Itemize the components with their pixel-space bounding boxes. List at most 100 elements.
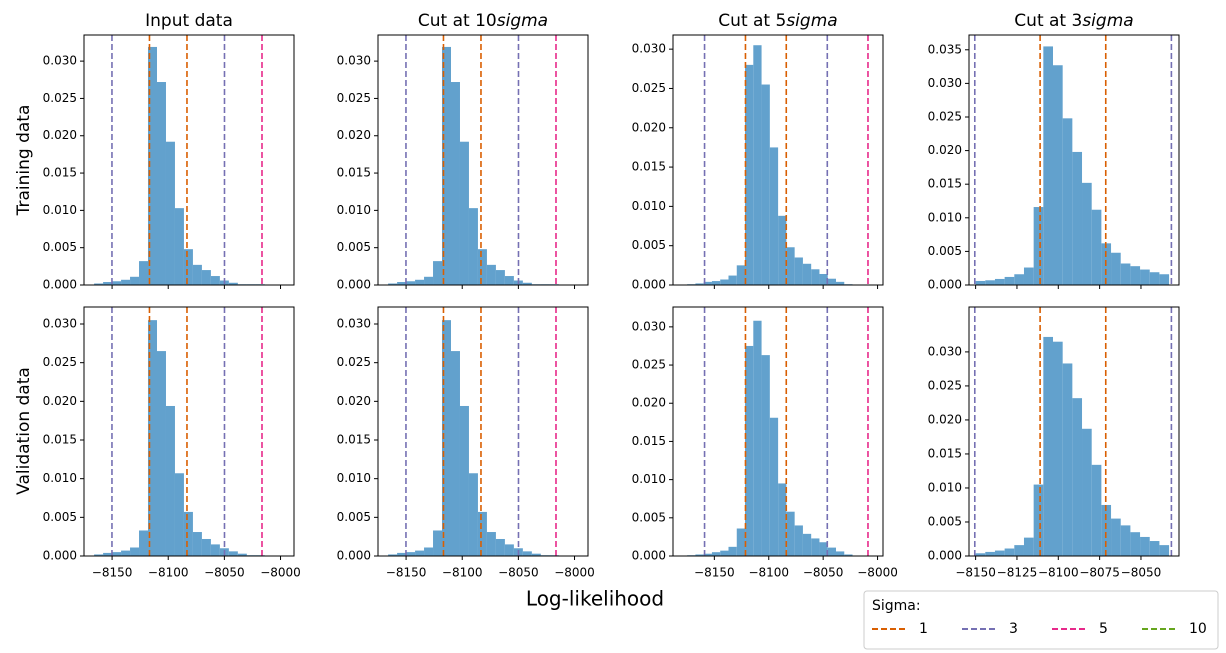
histogram-bar bbox=[835, 281, 845, 285]
x-tick-label: −8100 bbox=[1038, 566, 1079, 580]
histogram-bar bbox=[827, 278, 836, 285]
histogram-bar bbox=[121, 550, 131, 556]
histogram-bar bbox=[174, 208, 184, 285]
y-tick-label: 0.025 bbox=[43, 91, 77, 105]
histogram-bar bbox=[827, 547, 836, 556]
y-tick-label: 0.005 bbox=[632, 238, 666, 252]
y-tick-label: 0.025 bbox=[43, 355, 77, 369]
x-tick-label: −8100 bbox=[442, 566, 483, 580]
title-math: sigma bbox=[497, 11, 548, 31]
histogram-bar bbox=[1159, 274, 1170, 285]
histogram-bar bbox=[112, 552, 122, 556]
histogram-bar bbox=[745, 345, 754, 556]
histogram-bar bbox=[1149, 272, 1160, 285]
axes-frame bbox=[672, 306, 884, 557]
title-math: sigma bbox=[1082, 11, 1133, 31]
histogram-bar bbox=[406, 281, 416, 285]
panel-title: Cut at 5sigma bbox=[718, 11, 837, 31]
y-tick-label: 0.025 bbox=[337, 91, 371, 105]
title-text: Input data bbox=[145, 11, 233, 31]
histogram-bar bbox=[148, 320, 157, 556]
histogram-bar bbox=[769, 147, 779, 285]
histogram-bar bbox=[761, 84, 770, 285]
histogram-bar bbox=[468, 473, 478, 556]
x-tick-label: −8000 bbox=[857, 566, 898, 580]
histogram-bar bbox=[1159, 545, 1170, 556]
panel-title: Cut at 3sigma bbox=[1014, 11, 1133, 31]
histogram-bar bbox=[994, 278, 1005, 285]
x-tick-label: −8050 bbox=[204, 566, 245, 580]
y-tick-label: 0.000 bbox=[928, 549, 962, 563]
histogram-bar bbox=[1062, 363, 1073, 556]
histogram-bar bbox=[1101, 504, 1112, 556]
y-tick-label: 0.030 bbox=[632, 319, 666, 333]
histogram-bar bbox=[459, 141, 469, 285]
panel-title: Input data bbox=[145, 11, 233, 31]
histogram-bar bbox=[720, 550, 729, 556]
y-tick-label: 0.015 bbox=[928, 177, 962, 191]
histogram-bar bbox=[397, 552, 407, 556]
histogram-bar bbox=[1130, 532, 1141, 556]
histogram-bar bbox=[504, 276, 514, 285]
histogram-bar bbox=[94, 554, 104, 556]
histogram-bar bbox=[975, 553, 986, 556]
histogram-bar bbox=[975, 280, 986, 285]
histogram-bar bbox=[720, 279, 729, 285]
y-tick-label: 0.015 bbox=[43, 433, 77, 447]
histogram-bar bbox=[1082, 428, 1092, 556]
histogram-bar bbox=[522, 551, 532, 556]
histogram-bar bbox=[486, 264, 496, 285]
y-tick-label: 0.015 bbox=[632, 160, 666, 174]
histogram-bar bbox=[985, 280, 995, 285]
histogram-bar bbox=[1072, 151, 1083, 285]
histogram-bar bbox=[210, 276, 220, 285]
y-tick-label: 0.020 bbox=[928, 412, 962, 426]
histogram-bar bbox=[183, 511, 193, 556]
x-tick-label: −8050 bbox=[498, 566, 539, 580]
y-tick-label: 0.020 bbox=[43, 394, 77, 408]
y-tick-label: 0.010 bbox=[928, 480, 962, 494]
y-tick-label: 0.025 bbox=[928, 109, 962, 123]
y-tick-label: 0.000 bbox=[928, 278, 962, 292]
histogram-bar bbox=[388, 554, 398, 556]
histogram-bar bbox=[844, 554, 853, 556]
x-tick-label: −8100 bbox=[748, 566, 789, 580]
histogram-bar bbox=[1062, 118, 1073, 285]
histogram-bar bbox=[156, 82, 166, 285]
histogram-bar bbox=[130, 276, 140, 285]
axes-frame bbox=[83, 34, 295, 286]
legend-label: 5 bbox=[1099, 621, 1108, 637]
histogram-bar bbox=[388, 283, 398, 285]
legend-box bbox=[863, 590, 1219, 650]
histogram-bar bbox=[94, 283, 104, 285]
y-tick-label: 0.035 bbox=[928, 42, 962, 56]
x-tick-label: −8150 bbox=[386, 566, 427, 580]
y-tick-label: 0.020 bbox=[43, 128, 77, 142]
x-tick-label: −8125 bbox=[997, 566, 1038, 580]
y-tick-label: 0.030 bbox=[928, 76, 962, 90]
histogram-bar bbox=[477, 511, 487, 556]
histogram-bar bbox=[415, 279, 425, 285]
title-text: Cut at 3 bbox=[1014, 11, 1082, 31]
histogram-bar bbox=[745, 64, 754, 286]
histogram-bar bbox=[192, 532, 202, 556]
histogram-bar bbox=[237, 553, 247, 556]
x-tick-label: −8150 bbox=[694, 566, 735, 580]
y-tick-label: 0.010 bbox=[928, 210, 962, 224]
y-tick-label: 0.005 bbox=[337, 510, 371, 524]
title-text: Cut at 5 bbox=[718, 11, 786, 31]
axes-frame bbox=[377, 306, 589, 557]
y-tick-label: 0.010 bbox=[337, 203, 371, 217]
axes-frame bbox=[83, 306, 295, 557]
row-label: Validation data bbox=[14, 367, 34, 495]
histogram-bar bbox=[994, 550, 1005, 556]
axes-frame bbox=[968, 34, 1180, 286]
histogram-bar bbox=[1111, 252, 1121, 285]
histogram-bar bbox=[442, 46, 451, 285]
histogram-bar bbox=[522, 282, 532, 285]
y-tick-label: 0.000 bbox=[337, 549, 371, 563]
y-tick-label: 0.020 bbox=[632, 396, 666, 410]
y-tick-label: 0.010 bbox=[43, 203, 77, 217]
histogram-bar bbox=[802, 263, 812, 285]
y-tick-label: 0.010 bbox=[632, 199, 666, 213]
